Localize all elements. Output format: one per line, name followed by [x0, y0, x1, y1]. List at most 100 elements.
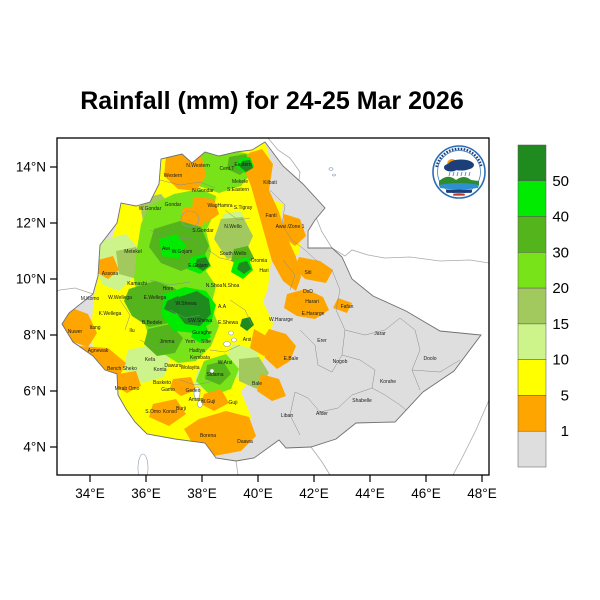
plot-frame	[56, 137, 490, 476]
y-axis: 14°N 12°N 10°N 8°N 6°N 4°N	[16, 160, 57, 455]
lakes	[137, 167, 336, 475]
x-tick-label: 36°E	[131, 486, 160, 501]
rain-patch-1	[244, 149, 301, 291]
legend-swatch	[517, 359, 547, 396]
rain-patch-1	[62, 308, 97, 347]
legend-value-label: 5	[561, 387, 569, 404]
zone-label: Dawuro	[164, 363, 181, 369]
rainfall-colorbar: 50 40 30 20 15 10 5 1	[517, 144, 569, 468]
zone-label: Metekel	[124, 249, 142, 255]
zone-border-line	[344, 317, 401, 336]
rain-patch-1	[261, 329, 296, 369]
x-tick-label: 46°E	[411, 486, 440, 501]
zone-label: S.Eastern	[227, 187, 249, 193]
zone-label: Siti	[305, 270, 312, 276]
zone-border-line	[149, 279, 191, 286]
legend-swatch	[517, 323, 547, 360]
rain-patch-1	[250, 329, 268, 356]
zone-label: S.Gondar	[192, 228, 214, 234]
x-tick-label: 48°E	[467, 486, 496, 501]
zone-border-line	[159, 179, 216, 189]
legend-swatch	[517, 395, 547, 432]
lake	[332, 173, 336, 177]
legend-value-label: 20	[552, 280, 569, 297]
logo-inner-ring	[437, 150, 481, 194]
rain-patch-40	[191, 326, 211, 343]
zone-label: Borena	[200, 433, 216, 439]
zone-border-line	[294, 391, 321, 413]
zone-label: WagHamra	[207, 203, 232, 209]
zone-label: S.Tigray	[234, 205, 253, 211]
zone-label: Fafan	[341, 304, 354, 310]
zone-label: N.Shoa	[206, 283, 223, 289]
zone-label: Jimma	[160, 339, 175, 345]
zone-border-line	[341, 354, 386, 396]
rain-patch-50	[240, 160, 253, 172]
legend-swatch	[517, 180, 547, 217]
zone-label: B.Bedele	[142, 320, 163, 326]
zone-label: E.Shewa	[218, 320, 238, 326]
zone-label: Cent.T	[219, 166, 234, 172]
zone-label: Arsi	[243, 337, 252, 343]
rain-patch-1	[201, 389, 229, 411]
zone-border-line	[169, 309, 201, 319]
zone-label: N.Gondar	[192, 188, 214, 194]
lake	[231, 337, 237, 343]
zone-border-line	[229, 299, 253, 326]
y-tick-label: 4°N	[23, 440, 46, 455]
zone-boundaries	[119, 179, 461, 441]
zone-label: Hadiya	[189, 348, 205, 354]
zone-label: N.Western	[186, 163, 210, 169]
legend-swatch	[517, 252, 547, 289]
neighbor-border-line	[452, 399, 489, 475]
rain-patch-1	[149, 399, 186, 426]
legend-value-label: 15	[552, 316, 569, 333]
logo-cloud-icon-2	[444, 163, 458, 172]
lake	[223, 341, 231, 347]
zone-label: Liban	[281, 413, 293, 419]
logo-banner	[446, 189, 472, 193]
lake	[228, 330, 234, 336]
zone-label: N.Shoa	[223, 283, 240, 289]
zone-border-line	[331, 269, 346, 356]
legend-value-label: 1	[561, 423, 569, 440]
zone-label: Kilbati	[263, 180, 277, 186]
rain-patch-30	[144, 324, 183, 356]
country-border	[61, 141, 482, 462]
lake	[180, 210, 200, 228]
y-tick-label: 12°N	[16, 216, 46, 231]
zone-label: Assosa	[102, 271, 119, 277]
zone-label: Konso	[163, 409, 177, 415]
rain-patch-50	[237, 261, 251, 274]
rain-patch-1	[282, 214, 306, 246]
zone-label: Agnewak	[88, 348, 109, 354]
logo-river-icon	[439, 183, 479, 190]
y-tick-label: 6°N	[23, 384, 46, 399]
zone-label: M.Komo	[81, 296, 100, 302]
page-title: Rainfall (mm) for 24-25 Mar 2026	[80, 87, 463, 115]
zone-border-line	[289, 391, 301, 436]
zone-label: E.Gojam	[188, 263, 207, 269]
zone-label: E.Hararge	[302, 311, 325, 317]
zone-label: W.Hararge	[269, 317, 293, 323]
zone-label: Mekele	[232, 179, 248, 185]
zone-label: Oromia	[251, 258, 268, 264]
zone-border-line	[319, 387, 373, 413]
zone-label: Fanti	[265, 213, 276, 219]
legend-swatch	[517, 430, 547, 468]
zone-label: Burji	[176, 406, 186, 412]
zone-label: DxD	[303, 289, 313, 295]
zone-label: Gamo	[161, 387, 175, 393]
zone-border-line	[291, 239, 319, 263]
zone-label: Kembata	[190, 355, 210, 361]
zone-border-line	[224, 209, 251, 221]
logo-arc-text	[435, 147, 483, 168]
ethiopia-border-line	[61, 141, 482, 462]
zone-label: Awi	[162, 246, 170, 252]
zone-label: W.Arsi	[218, 360, 232, 366]
legend-swatch	[517, 216, 547, 253]
zone-border-line	[299, 329, 343, 373]
zone-border-line	[209, 344, 241, 353]
